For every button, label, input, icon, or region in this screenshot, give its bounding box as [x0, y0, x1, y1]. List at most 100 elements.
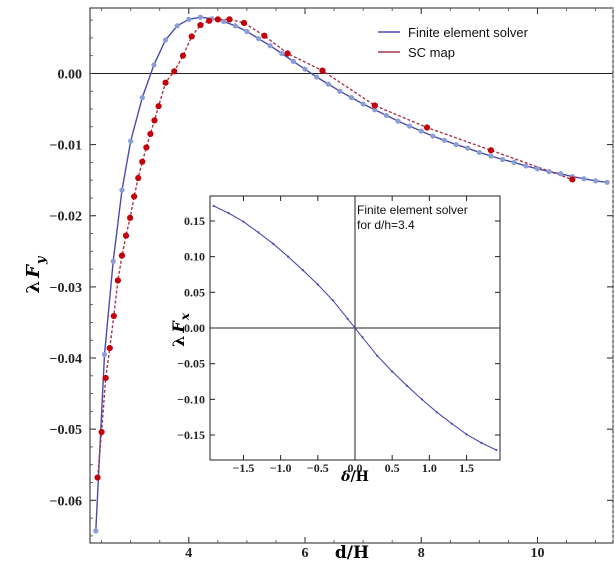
inset-series	[213, 205, 497, 451]
inset-y-tick-label: 0.05	[184, 285, 205, 299]
finite-element-point	[255, 35, 262, 42]
inset-x-axis-label-var: δ	[340, 469, 350, 485]
sc-map-point	[179, 52, 187, 59]
finite-element-point	[302, 66, 308, 72]
main-y-axis-label-sub: y	[34, 255, 49, 265]
finite-element-point	[162, 37, 169, 43]
inset-finite-element-point	[316, 283, 319, 286]
inset-finite-element-point	[465, 433, 468, 436]
main-y-tick-label: −0.04	[50, 352, 82, 367]
finite-element-point	[465, 145, 471, 151]
sc-map-point	[188, 33, 195, 40]
legend-label-finite-element: Finite element solver	[408, 25, 529, 40]
finite-element-point	[499, 156, 506, 163]
finite-element-point	[348, 95, 355, 101]
finite-element-point	[119, 187, 125, 193]
legend: Finite element solver SC map	[378, 25, 529, 60]
finite-element-point	[174, 23, 180, 29]
inset-finite-element-point	[242, 220, 245, 223]
main-y-axis-label: λFy	[23, 255, 49, 293]
inset-finite-element-point	[212, 204, 215, 208]
inset-x-tick-label: −1.0	[270, 461, 292, 475]
finite-element-point	[523, 163, 529, 169]
inset-x-tick-label: 1.0	[422, 461, 437, 475]
sc-map-point	[240, 19, 248, 27]
inset-finite-element-point	[257, 231, 260, 234]
inset-y-tick-label: 0.10	[184, 250, 205, 264]
inset-finite-element-point	[301, 269, 305, 272]
inset-x-tick-label: 1.5	[459, 461, 474, 475]
finite-element-point	[93, 528, 99, 534]
finite-element-point	[430, 133, 436, 139]
finite-element-point	[441, 137, 448, 143]
inset-x-tick-label: 0.0	[348, 461, 363, 475]
sc-map-point	[151, 117, 158, 124]
main-y-tick-label: −0.01	[50, 139, 82, 154]
finite-element-point	[279, 50, 285, 57]
sc-map-point	[131, 193, 138, 200]
inset-finite-element-point	[361, 336, 364, 339]
sc-map-point	[423, 124, 431, 131]
inset-finite-element-point	[420, 398, 424, 401]
finite-element-point	[151, 62, 157, 68]
finite-element-point	[337, 88, 343, 94]
finite-element-point	[267, 43, 273, 49]
sc-map-point	[162, 79, 169, 86]
inset-chart: 0.15 0.10 0.05 0.00 −0.05 −0.10 −0.15 −1.5 −1.0 −…	[169, 194, 502, 486]
inset-finite-element-point	[331, 299, 334, 302]
finite-element-point	[244, 28, 250, 35]
finite-element-point	[128, 138, 134, 144]
sc-map-point	[487, 147, 495, 154]
inset-finite-element-point	[286, 255, 290, 258]
sc-map-point	[197, 21, 204, 29]
main-y-tick-label: −0.05	[50, 423, 82, 438]
finite-element-point	[197, 14, 204, 20]
main-series	[95, 16, 608, 531]
finite-element-point	[221, 18, 227, 25]
sc-map-point	[98, 428, 105, 436]
main-y-tick-label: 0.00	[58, 67, 83, 82]
sc-map-point	[135, 174, 142, 182]
inset-y-tick-label: 0.15	[184, 214, 205, 228]
sc-map-point	[114, 277, 121, 284]
sc-map-point	[261, 32, 268, 39]
sc-map-point	[106, 344, 113, 352]
sc-map-line	[96, 18, 573, 478]
inset-finite-element-point	[435, 411, 438, 414]
inset-finite-element-point	[272, 242, 275, 245]
inset-finite-element-point	[405, 384, 409, 387]
main-y-axis-label-var: F	[23, 264, 44, 279]
sc-map-point	[371, 102, 378, 109]
main-markers	[93, 14, 610, 534]
inset-x-axis-label: δ/H	[340, 469, 369, 485]
legend-label-sc-map: SC map	[408, 45, 455, 60]
inset-finite-element-point	[346, 317, 349, 320]
main-plot-border	[89, 7, 614, 544]
finite-element-point	[232, 23, 238, 29]
finite-element-point	[290, 58, 296, 64]
main-x-tick-label: 8	[418, 546, 425, 561]
sc-map-point	[143, 144, 150, 151]
finite-element-point	[604, 179, 610, 185]
inset-finite-element-point	[227, 212, 230, 215]
inset-x-axis-label-rest: /H	[351, 469, 369, 485]
main-frame	[89, 7, 614, 544]
finite-element-point	[110, 258, 116, 264]
inset-x-tick-label: 0.5	[385, 461, 400, 475]
sc-map-point	[122, 232, 130, 239]
finite-element-point	[314, 74, 320, 80]
inset-finite-element-point	[391, 370, 394, 373]
main-y-tick-label: −0.02	[50, 210, 82, 225]
inset-background	[172, 194, 502, 486]
finite-element-point	[534, 166, 541, 172]
finite-element-point	[511, 159, 517, 165]
sc-map-point	[319, 67, 326, 74]
sc-map-point	[118, 252, 126, 259]
inset-y-tick-label: −0.10	[177, 392, 205, 406]
inset-y-axis-label: λFx	[169, 312, 192, 347]
main-y-axis-label-prefix: λ	[23, 281, 44, 294]
sc-map-point	[206, 17, 213, 24]
inset-finite-element-point	[480, 441, 483, 444]
finite-element-point	[488, 153, 494, 159]
